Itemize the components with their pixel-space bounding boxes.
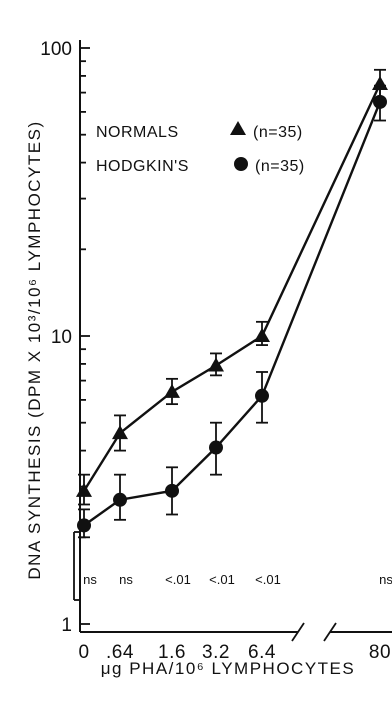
- axes: 1 10 100 0 .64 1.6 3.2 6.4 80 ns ns <.01 <.01 <.01 ns: [40, 39, 392, 663]
- series-line-normals: [82, 83, 382, 492]
- legend-marker-normals: [230, 121, 246, 135]
- data-point-normals: [76, 482, 92, 497]
- axis-break-mark-right: [323, 622, 337, 642]
- data-point-hodgkins: [255, 388, 269, 403]
- axis-break-mark-left: [291, 622, 305, 642]
- series-layer: [76, 68, 388, 539]
- y-tick-label: 10: [51, 327, 72, 348]
- x-tick-label: 80: [369, 642, 391, 663]
- x-axis-title: μg PHA/10⁶ LYMPHOCYTES: [101, 659, 356, 678]
- p-value-label: ns: [119, 572, 133, 587]
- data-point-hodgkins: [77, 518, 91, 533]
- p-value-label: <.01: [209, 572, 235, 587]
- p-value-label: <.01: [165, 572, 191, 587]
- p-value-label: ns: [83, 572, 97, 587]
- legend-n-normals: (n=35): [253, 124, 303, 141]
- x-tick-label: 3.2: [202, 642, 230, 663]
- data-point-hodgkins: [113, 492, 127, 507]
- y-tick-label: 100: [40, 39, 72, 60]
- data-point-normals: [164, 383, 180, 398]
- data-point-normals: [112, 425, 128, 440]
- p-value-label: <.01: [255, 572, 281, 587]
- legend-label-normals: NORMALS: [96, 124, 179, 141]
- series-line-hodgkins: [83, 101, 382, 527]
- data-point-normals: [208, 357, 224, 372]
- legend-n-hodgkins: (n=35): [255, 158, 305, 175]
- y-tick-label: 1: [61, 615, 72, 636]
- x-tick-label: 1.6: [158, 642, 186, 663]
- x-tick-label: 6.4: [248, 642, 276, 663]
- legend: NORMALS (n=35) HODGKIN'S (n=35): [96, 121, 305, 175]
- y-axis-title: DNA SYNTHESIS (DPM X 10³/10⁶ LYMPHOCYTES…: [25, 120, 44, 579]
- data-point-hodgkins: [209, 440, 223, 455]
- data-point-normals: [254, 328, 270, 342]
- x-tick-label: .64: [106, 642, 134, 663]
- legend-marker-hodgkins: [234, 157, 248, 171]
- p-value-label: ns: [379, 572, 392, 587]
- data-point-hodgkins: [373, 94, 387, 109]
- x-tick-label: 0: [78, 642, 89, 663]
- legend-label-hodgkins: HODGKIN'S: [96, 158, 189, 175]
- data-point-hodgkins: [165, 483, 179, 498]
